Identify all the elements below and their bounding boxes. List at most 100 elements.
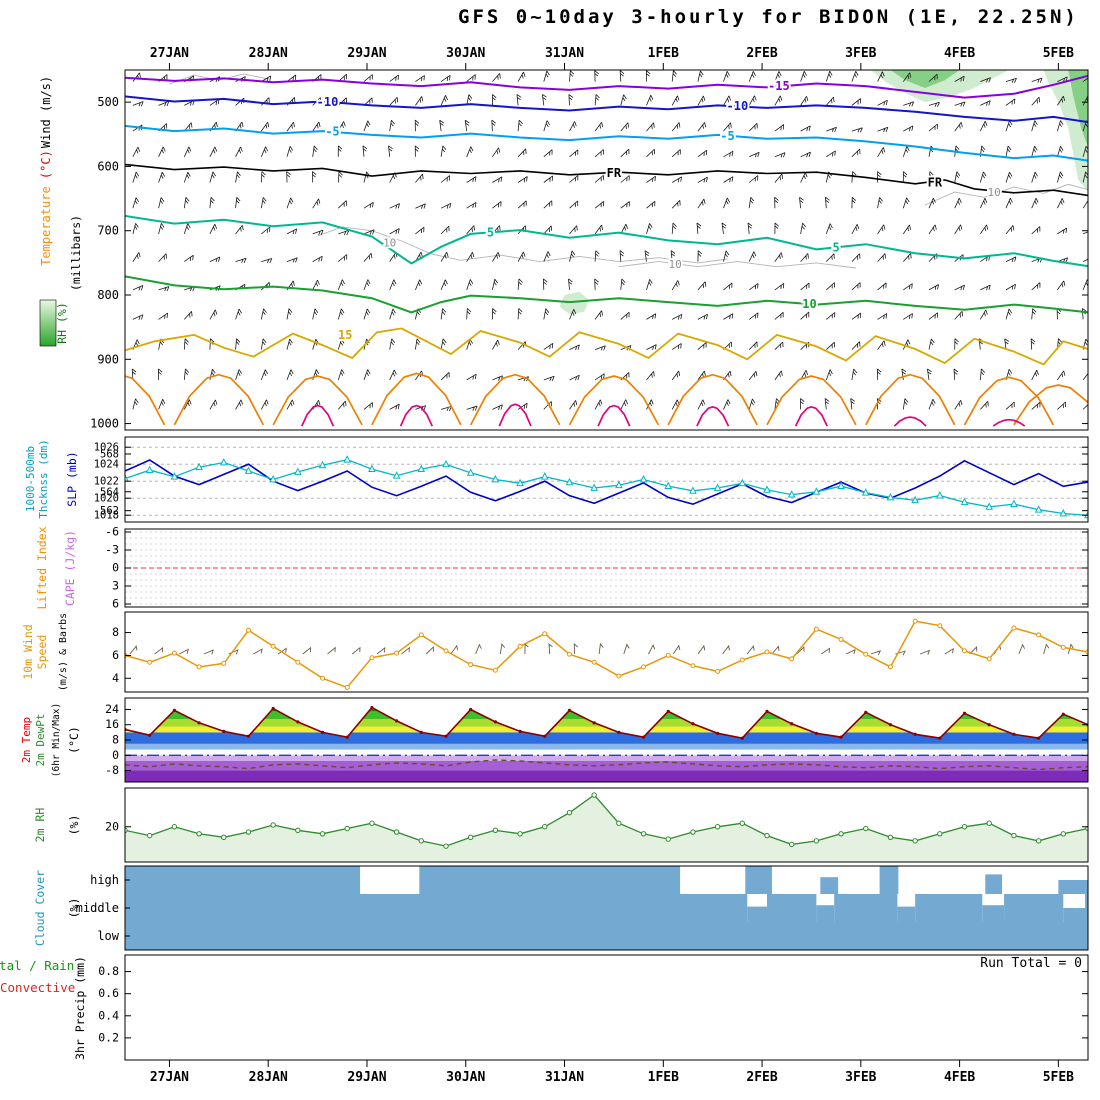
temp-band (125, 732, 1088, 744)
temp-tick-label: 24 (105, 702, 119, 716)
contour-label: -10 (317, 95, 339, 109)
temp2m-marker (197, 721, 201, 725)
date-label-top: 3FEB (845, 46, 876, 61)
chart-title: GFS 0~10day 3-hourly for BIDON (1E, 22.2… (458, 6, 1079, 28)
rh-marker (270, 822, 276, 828)
wind-barb-row (132, 398, 1088, 412)
date-label-top: 28JAN (249, 46, 288, 61)
rh-marker (295, 827, 301, 833)
rh-marker (813, 838, 820, 844)
wind-barb-row (132, 119, 1088, 133)
diurnal-contour-20 (272, 375, 363, 426)
diurnal-contour-25 (301, 404, 335, 427)
temp2m-marker (987, 723, 991, 727)
temp-contour-5 (125, 214, 1088, 268)
wind-barb-row (132, 196, 1088, 209)
rh-marker (591, 792, 597, 798)
wind-speed-marker (789, 656, 795, 662)
ylabel-cape: CAPE (J/kg) (63, 530, 77, 606)
thickness-marker (540, 472, 549, 480)
precip-tick-label: 0.8 (98, 964, 119, 978)
contour-label: -5 (720, 129, 734, 143)
wind-speed-marker (887, 664, 893, 670)
contour-label: 10 (988, 186, 1001, 199)
cloud-segment-middle (1004, 894, 1064, 922)
temp2m-marker (938, 736, 942, 740)
precip-tick-label: 0.6 (98, 986, 119, 1000)
rh-marker (961, 824, 968, 830)
thickness-marker (145, 465, 154, 473)
thickness-marker (1010, 499, 1018, 507)
ylabel-2m-rh: 2m RH (33, 808, 47, 843)
li-tick-label: -3 (105, 543, 119, 557)
rh-marker (714, 824, 721, 830)
cloud-axis: high middle low (76, 873, 130, 943)
temp2m-line (125, 706, 1088, 739)
panel-cloud (125, 866, 1088, 950)
wind-speed-marker (912, 618, 918, 624)
wind-barb-row (132, 338, 1088, 351)
wind-speed-marker (369, 655, 375, 661)
cloud-row-label: high (90, 873, 119, 887)
rh-tick-label: 20 (105, 819, 119, 833)
temp-band (125, 755, 1088, 761)
wind-speed-marker (813, 626, 819, 632)
wind-speed-marker (270, 643, 276, 649)
rh-marker (690, 829, 696, 835)
temp-tick-label: 16 (105, 717, 119, 731)
temp2m-marker (222, 729, 226, 734)
wind-tick-label: 8 (112, 625, 119, 639)
precip-tick-label: 0.4 (98, 1008, 119, 1022)
contour-label: 10 (669, 258, 682, 271)
date-label-top: 31JAN (545, 46, 584, 61)
thickness-marker (664, 481, 673, 490)
cloud-row-label: middle (76, 901, 119, 915)
rh-marker (838, 831, 844, 837)
rh-marker (1035, 838, 1042, 844)
wind-speed-marker (838, 636, 844, 642)
wind-speed-marker (1036, 632, 1042, 638)
diurnal-contour-20 (963, 376, 1055, 426)
panel-border-p6 (124, 787, 1089, 863)
temp2m-marker (444, 734, 448, 738)
temp-contour--5 (125, 124, 1088, 162)
wind-speed-marker (196, 664, 202, 670)
diurnal-contour-25 (399, 404, 433, 427)
rh-marker (146, 832, 153, 839)
temp2m-marker (864, 710, 868, 714)
panel-border-p8 (124, 954, 1089, 1061)
date-label-top: 4FEB (944, 46, 975, 61)
thickness-marker (417, 464, 426, 473)
thickness-marker (812, 487, 821, 495)
li-tick-label: 6 (112, 597, 119, 611)
wind-speed-marker (517, 643, 523, 649)
rh-marker (221, 834, 227, 841)
thickness-marker (269, 475, 277, 483)
pressure-tick-label: 600 (97, 159, 119, 173)
thickness-marker (985, 502, 994, 510)
diurnal-contour-25 (992, 418, 1026, 427)
thickness-marker (590, 483, 598, 491)
cloud-row-label: low (97, 929, 119, 943)
temp-contour--10 (125, 95, 1088, 124)
temp-tick-label: 0 (112, 748, 119, 762)
thickness-tick-label: 562 (100, 505, 119, 517)
cloud-segment-middle (915, 894, 983, 922)
temp2m-marker (172, 708, 176, 713)
label-convective: Convective (0, 980, 75, 995)
temp2m-marker (814, 731, 818, 735)
panel-border-p3 (124, 528, 1089, 608)
rh-marker (196, 831, 202, 837)
dewpoint-line (125, 759, 1088, 771)
thickness-marker (1059, 509, 1068, 517)
rh-marker (319, 831, 326, 837)
temp2m-marker (1037, 736, 1041, 740)
wind-speed-marker (937, 623, 943, 629)
thickness-marker (294, 467, 302, 475)
thickness-marker (392, 471, 401, 479)
cloud-segment-middle (897, 906, 916, 922)
cloud-segment-middle (767, 894, 817, 922)
temp2m-marker (592, 721, 596, 725)
upper-air-temp-contours (125, 74, 1088, 427)
